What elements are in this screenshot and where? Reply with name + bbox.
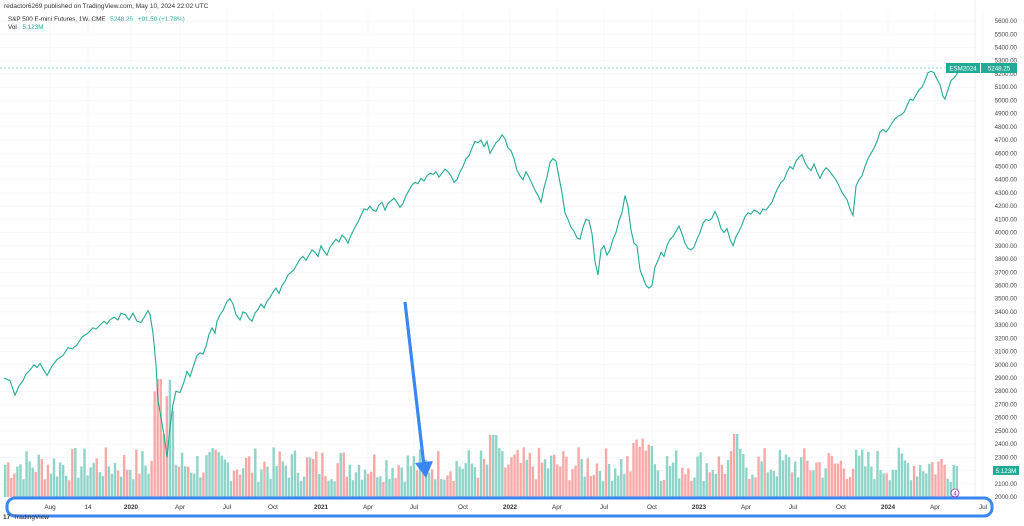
- time-tick-label: Apr: [930, 504, 941, 511]
- price-tick-label: 3400.00: [995, 309, 1018, 316]
- time-tick-label: Jul: [223, 504, 231, 511]
- price-line: [3, 67, 961, 458]
- time-tick-label: Jul: [789, 504, 797, 511]
- price-tick-label: 3700.00: [995, 269, 1018, 276]
- price-tick-label: 3800.00: [995, 256, 1018, 263]
- time-tick-label: Aug: [44, 504, 56, 511]
- price-axis[interactable]: 5600.00 5500.00 5400.00 5300.00 5200.00 5100.…: [995, 18, 1018, 501]
- price-tick-label: 5100.00: [995, 84, 1018, 91]
- price-tick-label: 3000.00: [995, 362, 1018, 369]
- time-tick-label: Oct: [836, 504, 846, 511]
- time-tick-label: 2022: [503, 504, 518, 511]
- price-tick-label: 4100.00: [995, 216, 1018, 223]
- price-tick-label: 2300.00: [995, 454, 1018, 461]
- svg-text:5.123M: 5.123M: [996, 468, 1017, 475]
- price-tick-label: 4800.00: [995, 124, 1018, 131]
- time-tick-label: Apr: [175, 504, 186, 511]
- price-tick-label: 4900.00: [995, 111, 1018, 118]
- price-tick-label: 2500.00: [995, 428, 1018, 435]
- price-tick-label: 4200.00: [995, 203, 1018, 210]
- arrow-annotation: [403, 301, 433, 478]
- time-tick-label: Oct: [268, 504, 278, 511]
- time-tick-label: Oct: [458, 504, 468, 511]
- price-tick-label: 4400.00: [995, 177, 1018, 184]
- time-tick-label: 2023: [692, 504, 707, 511]
- price-tick-label: 4300.00: [995, 190, 1018, 197]
- price-tick-label: 4000.00: [995, 230, 1018, 237]
- svg-text:4: 4: [953, 492, 957, 498]
- price-tick-label: 2000.00: [995, 494, 1018, 501]
- grid-lines: [0, 0, 984, 500]
- price-tick-label: 4500.00: [995, 164, 1018, 171]
- time-tick-label: 2024: [881, 504, 896, 511]
- price-tick-label: 3900.00: [995, 243, 1018, 250]
- price-tick-label: 2400.00: [995, 441, 1018, 448]
- time-tick-label: Apr: [363, 504, 374, 511]
- chart-legend: S&P 500 E-mini Futures, 1W, CME 5248.25 …: [8, 16, 185, 32]
- tradingview-logo[interactable]: 17 TradingView: [3, 514, 49, 521]
- price-tick-label: 2600.00: [995, 415, 1018, 422]
- time-tick-label: Jul: [979, 504, 987, 511]
- price-tag-symbol: ESM2024: [949, 66, 977, 73]
- alert-icon[interactable]: 4: [950, 488, 960, 498]
- price-tick-label: 3200.00: [995, 335, 1018, 342]
- price-tick-label: 2900.00: [995, 375, 1018, 382]
- price-change: +91.50 (+1.78%): [137, 16, 185, 23]
- price-tag: ESM2024 5248.25: [946, 63, 1017, 73]
- price-tick-label: 4700.00: [995, 137, 1018, 144]
- volume-value: 5.123M: [22, 24, 44, 31]
- price-tick-label: 3600.00: [995, 282, 1018, 289]
- volume-tag: 5.123M: [993, 466, 1019, 475]
- price-tick-label: 2800.00: [995, 388, 1018, 395]
- volume-bars: [4, 379, 958, 497]
- price-tick-label: 3500.00: [995, 296, 1018, 303]
- time-tick-label: Oct: [647, 504, 657, 511]
- time-tick-label: Apr: [552, 504, 563, 511]
- time-tick-label: Jul: [410, 504, 418, 511]
- time-tick-label: 2021: [314, 504, 329, 511]
- time-axis[interactable]: Aug 14 2020 Apr Jul Oct 2021 Apr Jul Oct 2022 Apr Ju…: [44, 504, 987, 511]
- price-tick-label: 5000.00: [995, 97, 1018, 104]
- time-tick-label: 2020: [124, 504, 139, 511]
- tv-logo-icon: 17: [3, 514, 11, 521]
- price-tick-label: 5500.00: [995, 31, 1018, 38]
- time-tick-label: Apr: [741, 504, 752, 511]
- price-tick-label: 5200.00: [995, 71, 1018, 78]
- volume-label[interactable]: Vol: [8, 24, 17, 31]
- last-price: 5248.25: [110, 16, 134, 23]
- price-tag-value: 5248.25: [988, 66, 1011, 73]
- publish-info: redactor6269 published on TradingView.co…: [4, 3, 209, 10]
- price-tick-label: 5400.00: [995, 45, 1018, 52]
- price-tick-label: 4600.00: [995, 150, 1018, 157]
- time-tick-label: Jul: [600, 504, 608, 511]
- price-tick-label: 2700.00: [995, 401, 1018, 408]
- time-tick-label: 14: [84, 504, 92, 511]
- price-tick-label: 5300.00: [995, 58, 1018, 65]
- logo-text: TradingView: [13, 514, 50, 521]
- price-tick-label: 3100.00: [995, 349, 1018, 356]
- price-tick-label: 3300.00: [995, 322, 1018, 329]
- price-tick-label: 5600.00: [995, 18, 1018, 25]
- symbol-title[interactable]: S&P 500 E-mini Futures, 1W, CME: [8, 16, 106, 23]
- time-axis-highlight: [5, 496, 994, 518]
- price-tick-label: 2100.00: [995, 481, 1018, 488]
